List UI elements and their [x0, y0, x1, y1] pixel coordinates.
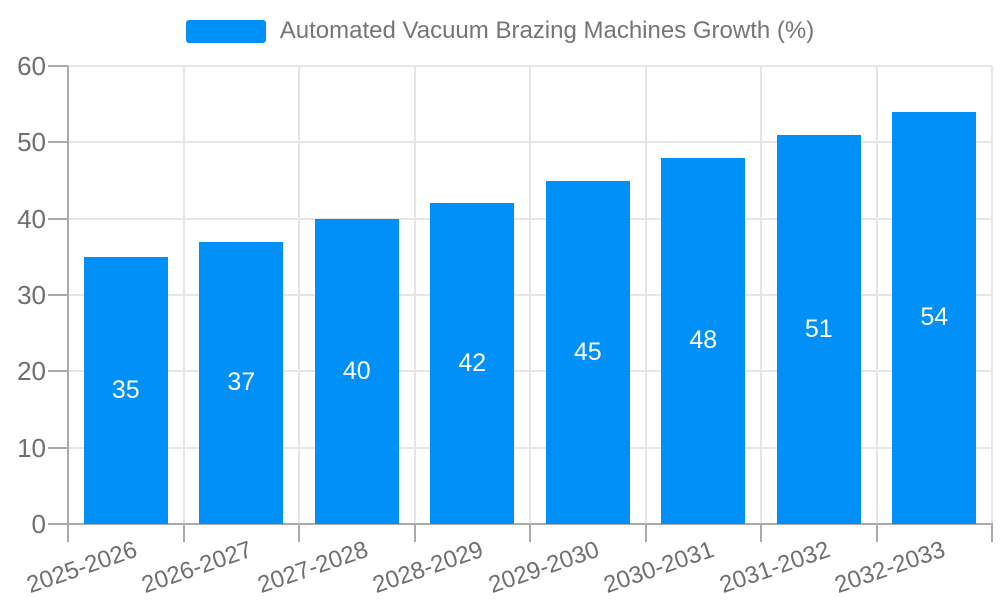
bar-value-label: 35	[111, 375, 140, 404]
x-axis-tick	[298, 524, 300, 542]
x-axis-label: 2027-2028	[254, 536, 372, 599]
bar-value-label: 54	[920, 303, 949, 332]
bar-2031-2032[interactable]: 51	[776, 134, 861, 524]
x-axis-tick	[413, 524, 416, 542]
bar-2026-2027[interactable]: 37	[199, 241, 284, 524]
bar-value-label: 40	[342, 356, 371, 385]
x-axis-line	[67, 523, 993, 525]
bar-2029-2030[interactable]: 45	[545, 180, 630, 524]
y-axis-label: 30	[17, 280, 46, 310]
v-gridline	[298, 66, 300, 524]
x-axis-label: 2032-2033	[831, 536, 950, 599]
y-axis-tick	[48, 141, 68, 144]
bar-2028-2029[interactable]: 42	[430, 203, 515, 524]
bar-2027-2028[interactable]: 40	[314, 218, 399, 524]
x-axis-tick	[991, 524, 993, 542]
y-axis-tick	[48, 370, 68, 373]
legend-label: Automated Vacuum Brazing Machines Growth…	[279, 17, 815, 44]
x-axis-tick	[529, 524, 531, 542]
y-axis-label: 20	[17, 356, 46, 387]
y-axis-label: 50	[17, 127, 46, 158]
y-axis-label: 0	[31, 509, 46, 539]
y-axis-label: 40	[17, 203, 46, 234]
y-axis-tick	[48, 65, 68, 67]
v-gridline	[875, 66, 878, 524]
bar-2032-2033[interactable]: 54	[892, 111, 977, 524]
x-axis-tick	[875, 524, 878, 542]
bar-2025-2026[interactable]: 35	[83, 256, 168, 524]
bar-value-label: 48	[689, 326, 718, 355]
x-axis-label: 2031-2032	[716, 536, 834, 599]
bar-value-label: 42	[458, 349, 487, 378]
legend-item[interactable]: Automated Vacuum Brazing Machines Growth…	[0, 17, 1000, 45]
x-axis-tick	[182, 524, 185, 542]
v-gridline	[529, 66, 531, 524]
bar-value-label: 37	[227, 368, 256, 397]
y-axis-label: 10	[17, 432, 46, 463]
legend-swatch	[185, 19, 266, 43]
x-axis-tick	[644, 524, 647, 542]
x-axis-label: 2026-2027	[138, 536, 257, 599]
bar-value-label: 51	[804, 314, 833, 343]
x-axis-label: 2028-2029	[369, 536, 488, 599]
v-gridline	[413, 66, 416, 524]
y-axis-tick	[48, 523, 68, 525]
v-gridline	[760, 66, 762, 524]
y-axis-tick	[48, 446, 68, 449]
v-gridline	[644, 66, 647, 524]
bar-value-label: 45	[573, 337, 602, 366]
y-axis-line	[67, 66, 69, 524]
y-axis-tick	[48, 294, 68, 296]
x-axis-label: 2025-2026	[23, 536, 141, 599]
v-gridline	[991, 66, 993, 524]
y-axis-label: 60	[17, 51, 46, 81]
y-axis-tick	[48, 217, 68, 220]
x-axis-label: 2029-2030	[485, 536, 603, 599]
x-axis-tick	[760, 524, 762, 542]
v-gridline	[182, 66, 185, 524]
bar-2030-2031[interactable]: 48	[661, 157, 746, 524]
x-axis-label: 2030-2031	[600, 536, 719, 599]
x-axis-tick	[67, 524, 69, 542]
